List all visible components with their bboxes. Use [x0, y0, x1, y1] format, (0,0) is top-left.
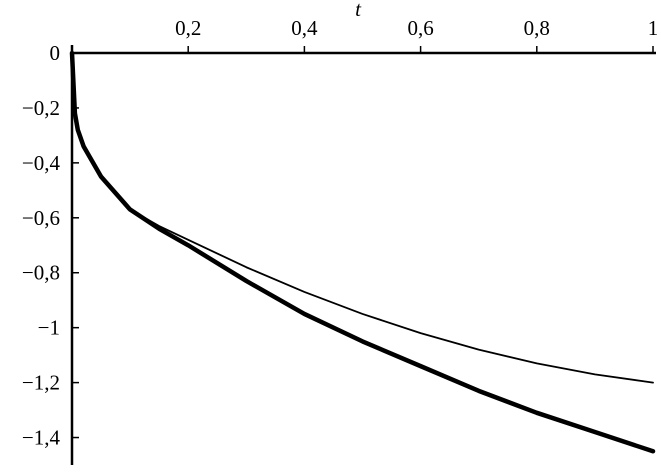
x-tick-label: 1 — [648, 16, 659, 40]
curve — [71, 52, 654, 384]
y-tick-label: −0,2 — [22, 96, 60, 120]
curve — [69, 50, 656, 454]
y-tick-label: −0,6 — [22, 206, 60, 230]
x-axis-label: t — [355, 0, 362, 21]
x-tick-label: 0,2 — [175, 16, 201, 40]
y-tick-label: −0,4 — [22, 151, 61, 175]
y-tick-label: 0 — [50, 41, 61, 65]
x-tick-label: 0,4 — [291, 16, 318, 40]
x-tick-label: 0,8 — [524, 16, 550, 40]
x-tick-label: 0,6 — [407, 16, 433, 40]
y-tick-label: −1,2 — [22, 371, 60, 395]
y-tick-label: −1 — [38, 316, 60, 340]
y-tick-label: −1,4 — [22, 426, 61, 450]
y-tick-label: −0,8 — [22, 261, 60, 285]
